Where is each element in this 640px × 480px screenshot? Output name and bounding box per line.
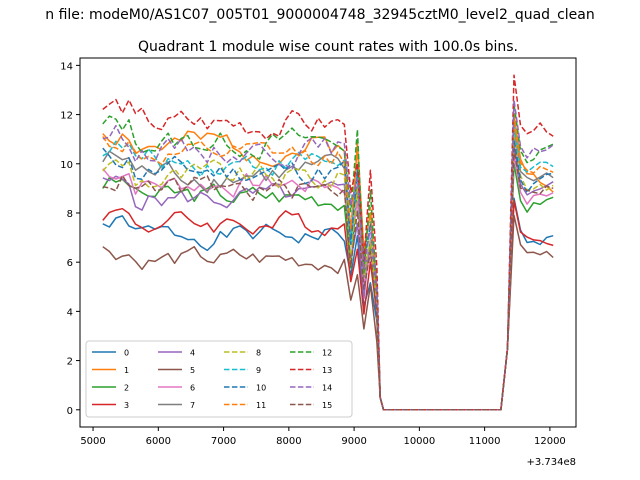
legend-label: 14	[322, 384, 332, 393]
y-tick-label: 8	[67, 209, 73, 220]
legend-label: 4	[190, 349, 195, 358]
y-tick-label: 0	[67, 406, 73, 417]
x-tick-label: 9000	[341, 436, 366, 447]
x-offset-label: +3.734e8	[526, 457, 576, 468]
legend-label: 10	[256, 384, 266, 393]
y-tick-label: 12	[60, 111, 73, 122]
legend-label: 1	[124, 366, 129, 375]
legend-label: 9	[256, 366, 261, 375]
series-layer	[102, 74, 554, 411]
legend-label: 5	[190, 366, 195, 375]
legend-label: 8	[256, 349, 261, 358]
legend-label: 2	[124, 384, 129, 393]
chart-title: Quadrant 1 module wise count rates with …	[138, 39, 518, 55]
series-line-15	[102, 148, 554, 411]
y-tick-label: 2	[67, 357, 73, 368]
legend-label: 11	[256, 401, 266, 410]
x-tick-label: 6000	[146, 436, 171, 447]
series-line-11	[102, 118, 554, 411]
y-tick-label: 14	[60, 61, 73, 72]
axis-layer: 5000 6000 7000 8000 9000 10000 11000 12000 0 2 4 6 8…	[60, 61, 566, 447]
legend-label: 6	[190, 384, 195, 393]
y-tick-label: 6	[67, 258, 73, 269]
series-line-13	[102, 74, 554, 411]
legend-label: 12	[322, 349, 332, 358]
series-line-9	[102, 123, 554, 411]
y-tick-label: 4	[67, 307, 73, 318]
legend-label: 3	[124, 401, 129, 410]
x-tick-label: 5000	[80, 436, 105, 447]
legend-label: 15	[322, 401, 332, 410]
y-tick-label: 10	[60, 160, 73, 171]
x-tick-label: 11000	[469, 436, 501, 447]
x-tick-label: 12000	[534, 436, 566, 447]
plot-frame	[79, 57, 577, 428]
legend-label: 13	[322, 366, 332, 375]
legend-box	[85, 340, 353, 418]
x-tick-label: 7000	[211, 436, 236, 447]
legend-label: 7	[190, 401, 195, 410]
x-tick-label: 8000	[276, 436, 301, 447]
legend-label: 0	[124, 349, 129, 358]
chart-suptitle: n file: modeM0/AS1C07_005T01_9000004748_…	[45, 7, 594, 23]
x-tick-label: 10000	[403, 436, 435, 447]
